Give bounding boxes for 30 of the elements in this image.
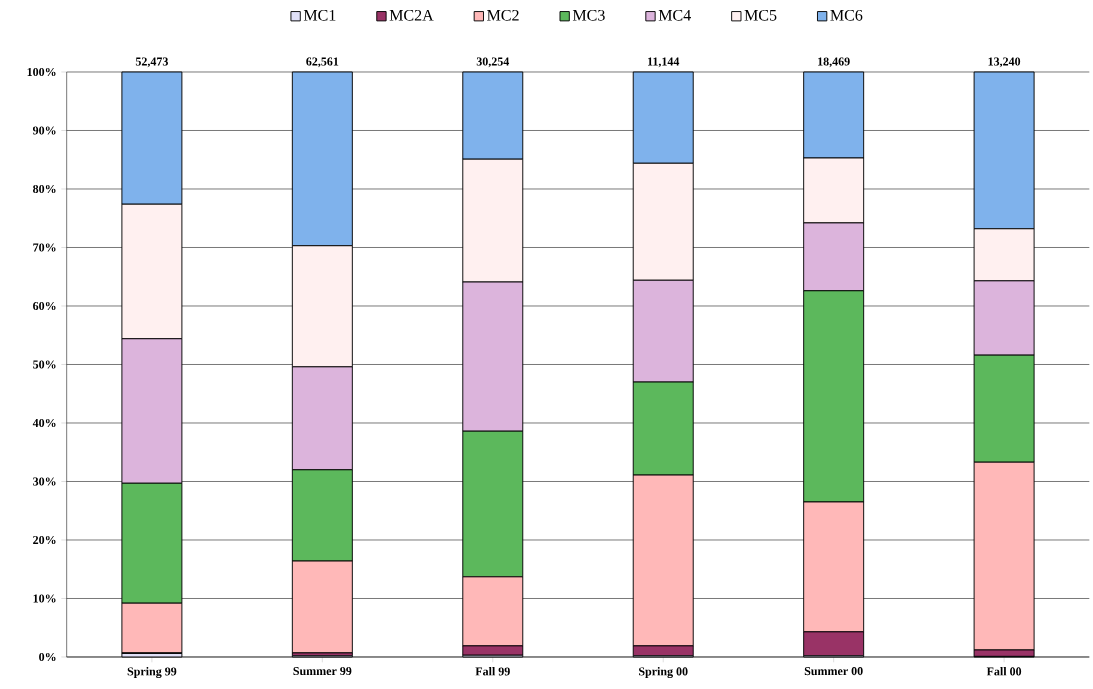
y-tick-label: 40% bbox=[32, 418, 56, 428]
x-tick-label: Fall 99 bbox=[475, 667, 510, 676]
y-tick-label: 60% bbox=[33, 301, 56, 311]
x-tick-label: Summer 99 bbox=[293, 667, 352, 676]
x-tick-label: Spring 99 bbox=[127, 667, 177, 679]
legend-label: MC2A bbox=[389, 9, 434, 21]
y-tick-label: 20% bbox=[33, 535, 56, 545]
text: 52,473 bbox=[135, 57, 168, 68]
text: 62,561 bbox=[306, 57, 339, 68]
legend-label: MC4 bbox=[658, 9, 691, 21]
legend-label: MC5 bbox=[744, 9, 777, 21]
y-tick-label: 70% bbox=[33, 243, 56, 252]
y-tick-label: 90% bbox=[32, 126, 56, 135]
y-tick-label: 30% bbox=[33, 477, 56, 486]
legend-label: MC1 bbox=[303, 9, 336, 21]
text: 13,240 bbox=[988, 57, 1021, 68]
y-tick-label: 0% bbox=[39, 652, 56, 662]
y-tick-label: 10% bbox=[33, 594, 56, 603]
x-tick-label: Spring 00 bbox=[639, 667, 688, 679]
x-tick-label: Fall 00 bbox=[986, 667, 1022, 676]
text: 30,254 bbox=[476, 57, 510, 68]
y-tick-label: 100% bbox=[27, 67, 56, 77]
y-tick-label: 80% bbox=[33, 184, 56, 194]
x-tick-label: Summer 00 bbox=[804, 667, 863, 676]
legend-label: MC2 bbox=[487, 9, 519, 21]
legend-label: MC3 bbox=[572, 9, 605, 21]
text: 11,144 bbox=[648, 57, 680, 68]
text: 18,469 bbox=[818, 57, 850, 68]
y-tick-label: 50% bbox=[33, 360, 56, 369]
legend-label: MC6 bbox=[830, 9, 863, 21]
